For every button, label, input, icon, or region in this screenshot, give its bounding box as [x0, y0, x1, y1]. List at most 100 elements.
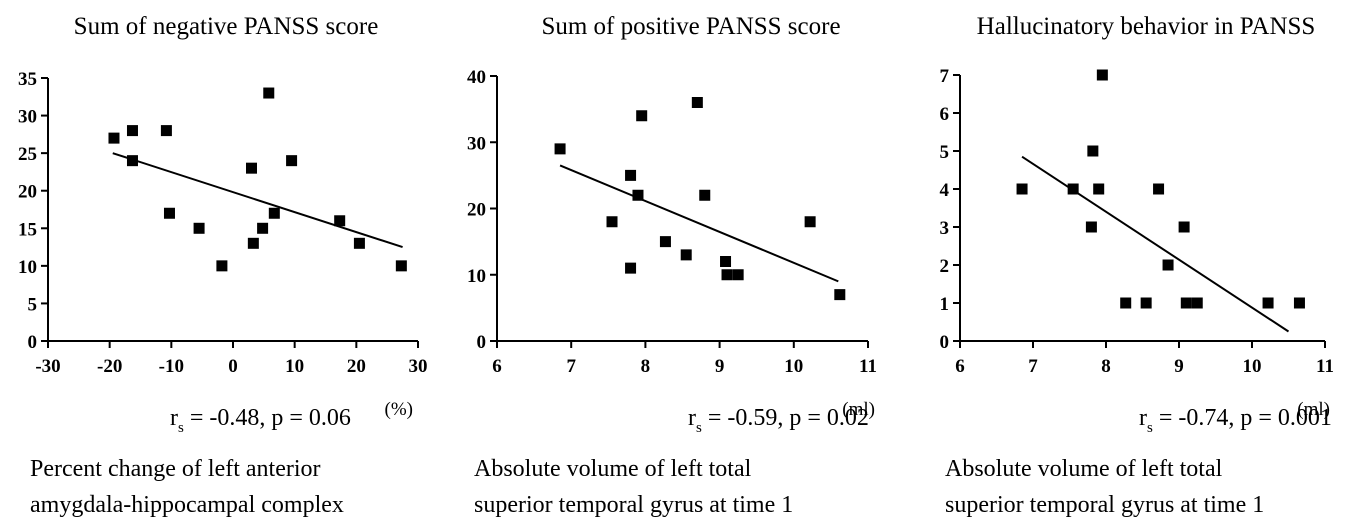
x-axis-description: amygdala-hippocampal complex	[30, 492, 344, 518]
data-point	[554, 143, 566, 155]
x-tick-label: 9	[1174, 356, 1184, 377]
y-tick-label: 3	[940, 218, 950, 239]
x-axis-description: Absolute volume of left total	[945, 456, 1223, 482]
data-point	[216, 260, 228, 272]
data-point	[1120, 297, 1132, 309]
y-tick-label: 15	[18, 219, 37, 240]
data-point	[334, 215, 346, 227]
data-point	[1140, 297, 1152, 309]
x-unit-label: (ml)	[842, 399, 875, 420]
stat-r: r	[688, 405, 696, 431]
y-tick-label: 4	[940, 180, 950, 201]
x-axis-description: superior temporal gyrus at time 1	[945, 492, 1264, 518]
stat-value: = -0.48, p = 0.06	[184, 405, 351, 431]
x-unit-label: (ml)	[1297, 399, 1330, 420]
y-tick-label: 0	[940, 332, 950, 353]
x-tick-label: 8	[641, 356, 651, 377]
x-tick-label: 0	[228, 356, 238, 377]
chart-panel-3: Hallucinatory behavior in PANSS 0 1 2 3 4 5 6 7 6…	[940, 13, 1334, 518]
regression-line	[1021, 155, 1290, 333]
data-point	[126, 125, 138, 137]
stat-subscript: s	[696, 420, 702, 436]
data-point	[1191, 297, 1203, 309]
stat-subscript: s	[178, 420, 184, 436]
x-tick-label: 10	[1243, 356, 1262, 377]
x-tick-label: 10	[784, 356, 803, 377]
data-point	[606, 216, 618, 228]
stat-value: = -0.74, p = 0.001	[1153, 405, 1332, 431]
chart-panel-2: Sum of positive PANSS score 0 10 20 30 40 6 7 8 9…	[467, 13, 877, 518]
data-point	[659, 236, 671, 248]
data-point	[246, 162, 257, 174]
x-tick-label: 8	[1101, 356, 1111, 377]
y-tick-label: 20	[18, 182, 37, 203]
x-axis-description: superior temporal gyrus at time 1	[474, 492, 793, 518]
data-point	[632, 189, 644, 201]
data-point	[108, 132, 120, 144]
y-tick-label: 0	[28, 332, 38, 353]
y-tick-label: 10	[18, 257, 37, 278]
data-point	[160, 125, 172, 137]
y-tick-label: 40	[467, 67, 486, 88]
data-point	[193, 222, 205, 234]
y-tick-label: 5	[28, 294, 38, 315]
correlation-stat: rs = -0.74, p = 0.001	[1139, 405, 1332, 436]
data-point	[1153, 183, 1165, 195]
x-tick-label: -30	[35, 356, 60, 377]
x-tick-label: 11	[859, 356, 877, 377]
y-tick-label: 7	[940, 66, 950, 87]
data-point	[1067, 183, 1079, 195]
data-point	[625, 169, 637, 181]
chart-title: Sum of positive PANSS score	[541, 13, 840, 40]
x-tick-label: 9	[715, 356, 725, 377]
chart-title: Sum of negative PANSS score	[74, 13, 379, 40]
x-tick-label: 11	[1316, 356, 1334, 377]
data-point	[1096, 69, 1108, 81]
x-tick-label: 7	[566, 356, 576, 377]
data-point	[680, 249, 692, 261]
chart-panel-1: Sum of negative PANSS score 0 5 10 15 20 25 30 3…	[18, 13, 428, 518]
data-point	[126, 155, 138, 167]
y-tick-label: 25	[18, 144, 37, 165]
data-point	[353, 237, 365, 249]
x-tick-label: -20	[97, 356, 122, 377]
correlation-stat: rs = -0.48, p = 0.06	[170, 405, 351, 436]
data-point	[699, 189, 711, 201]
data-point	[257, 222, 269, 234]
x-tick-label: 6	[955, 356, 965, 377]
data-point	[1293, 297, 1305, 309]
data-point	[1162, 259, 1174, 271]
x-unit-label: (%)	[385, 399, 413, 420]
stat-subscript: s	[1147, 420, 1153, 436]
y-tick-label: 0	[477, 332, 487, 353]
data-point	[834, 289, 846, 301]
data-point	[1180, 297, 1192, 309]
stat-r: r	[170, 405, 178, 431]
data-point	[625, 262, 637, 274]
y-tick-label: 30	[18, 107, 37, 128]
data-point	[720, 256, 732, 267]
regression-line	[559, 164, 839, 283]
data-point	[1016, 183, 1028, 195]
x-tick-label: 20	[347, 356, 366, 377]
y-tick-label: 2	[940, 256, 950, 277]
x-tick-label: 7	[1028, 356, 1038, 377]
data-point	[691, 97, 703, 108]
stat-r: r	[1139, 405, 1147, 431]
data-point	[263, 87, 275, 99]
x-axis-description: Percent change of left anterior	[30, 456, 321, 482]
data-point	[1087, 145, 1099, 157]
data-point	[1178, 221, 1190, 233]
x-axis-description: Absolute volume of left total	[474, 456, 752, 482]
y-tick-label: 5	[940, 142, 950, 163]
data-point	[163, 207, 175, 219]
y-tick-label: 6	[940, 104, 950, 125]
data-point	[732, 269, 744, 281]
data-point	[268, 207, 280, 219]
regression-line	[112, 152, 403, 249]
x-tick-label: 30	[409, 356, 428, 377]
y-tick-label: 1	[940, 294, 950, 315]
data-point	[286, 155, 298, 167]
data-point	[804, 216, 816, 228]
x-tick-label: 10	[285, 356, 304, 377]
